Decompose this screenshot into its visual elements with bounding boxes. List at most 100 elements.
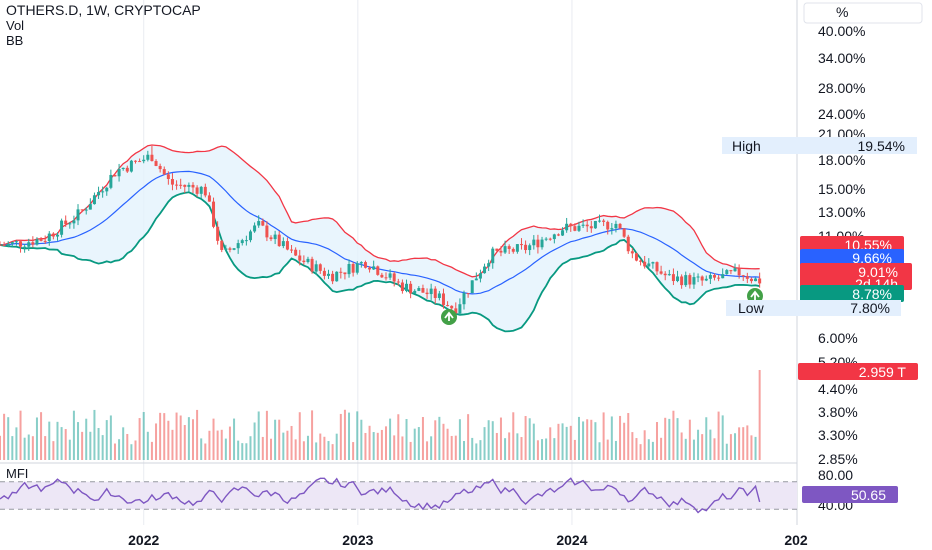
candle-body (142, 159, 146, 162)
bollinger-bands (0, 144, 760, 333)
volume-bar (204, 443, 207, 460)
volume-bar (577, 416, 580, 460)
bb-fill (0, 145, 760, 332)
candle-body (511, 248, 515, 252)
time-axis[interactable]: 2022 2023 2024 202 (128, 532, 808, 548)
y-tick-label: 3.30% (818, 427, 858, 443)
volume-bar (142, 412, 145, 460)
candle-body (671, 274, 675, 282)
volume-bar (508, 432, 511, 460)
candle-body (269, 237, 273, 240)
candle-body (556, 234, 560, 236)
candle-body (97, 192, 101, 196)
candle-body (195, 187, 199, 194)
chart-legend[interactable]: OTHERS.D, 1W, CRYPTOCAP Vol BB (6, 2, 201, 49)
candle-body (310, 258, 314, 272)
volume-bar (56, 421, 59, 460)
candle-body (150, 154, 154, 162)
volume-bar (200, 438, 203, 460)
volume-indicator-label[interactable]: Vol (6, 18, 25, 33)
bb-indicator-label[interactable]: BB (6, 33, 24, 48)
candle-body (232, 248, 236, 250)
candle-body (388, 273, 392, 278)
volume-bar (274, 419, 277, 460)
candle-body (105, 187, 109, 192)
volume-bar (364, 432, 367, 460)
candle-body (244, 240, 248, 242)
candle-body (602, 220, 606, 222)
x-tick-label: 202 (784, 532, 808, 548)
volume-bar (627, 413, 630, 460)
candle-body (134, 160, 138, 162)
volume-bar (77, 422, 80, 460)
volume-bar (401, 436, 404, 460)
volume-bar (397, 414, 400, 460)
volume-bar (660, 437, 663, 460)
volume-bar (48, 421, 51, 460)
candle-body (257, 221, 261, 226)
candle-body (60, 220, 64, 235)
candle-body (290, 249, 294, 251)
candle-body (618, 223, 622, 229)
candle-body (725, 270, 729, 275)
volume-bar (614, 440, 617, 460)
volume-bar (52, 441, 55, 460)
volume-bars (0, 370, 761, 460)
volume-bar (245, 443, 248, 460)
candle-body (125, 167, 129, 172)
volume-bar (483, 427, 486, 460)
volume-bar (651, 441, 654, 460)
candle-body (495, 248, 499, 251)
volume-bar (278, 419, 281, 460)
volume-bar (224, 438, 227, 460)
volume-bar (487, 420, 490, 460)
candle-body (68, 223, 72, 225)
candle-body (298, 255, 302, 261)
volume-bar (709, 429, 712, 460)
candle-body (129, 160, 133, 172)
candle-body (240, 240, 244, 244)
volume-bar (15, 427, 18, 460)
candle-body (441, 293, 445, 306)
volume-bar (750, 435, 753, 460)
candle-body (138, 161, 142, 163)
candle-body (437, 293, 441, 298)
volume-bar (7, 417, 10, 460)
candle-body (166, 174, 170, 179)
volume-bar (438, 416, 441, 460)
volume-bar (384, 426, 387, 460)
candle-body (528, 245, 532, 251)
candle-body (84, 209, 88, 211)
candle-body (302, 260, 306, 263)
candle-body (92, 195, 96, 205)
volume-bar (323, 436, 326, 460)
candle-body (113, 174, 117, 177)
candle-body (339, 271, 343, 273)
high-label: High (732, 138, 761, 154)
volume-bar (311, 410, 314, 460)
candle-body (281, 241, 285, 247)
candle-body (347, 264, 351, 275)
candle-body (10, 242, 14, 244)
volume-bar (167, 420, 170, 460)
volume-bar (282, 432, 285, 460)
candlesticks[interactable] (0, 146, 762, 315)
volume-bar (635, 438, 638, 460)
volume-bar (623, 422, 626, 460)
volume-bar (721, 415, 724, 460)
candle-body (721, 274, 725, 279)
volume-bar (352, 442, 355, 460)
candle-body (454, 308, 458, 314)
volume-bar (60, 427, 63, 460)
volume-bar (208, 430, 211, 460)
volume-bar (717, 411, 720, 460)
volume-bar (241, 443, 244, 460)
candle-body (598, 220, 602, 222)
candle-body (639, 260, 643, 262)
candle-body (676, 276, 680, 282)
candle-body (483, 266, 487, 274)
candle-body (754, 278, 758, 282)
symbol-title[interactable]: OTHERS.D, 1W, CRYPTOCAP (6, 2, 201, 18)
candle-body (47, 233, 51, 242)
